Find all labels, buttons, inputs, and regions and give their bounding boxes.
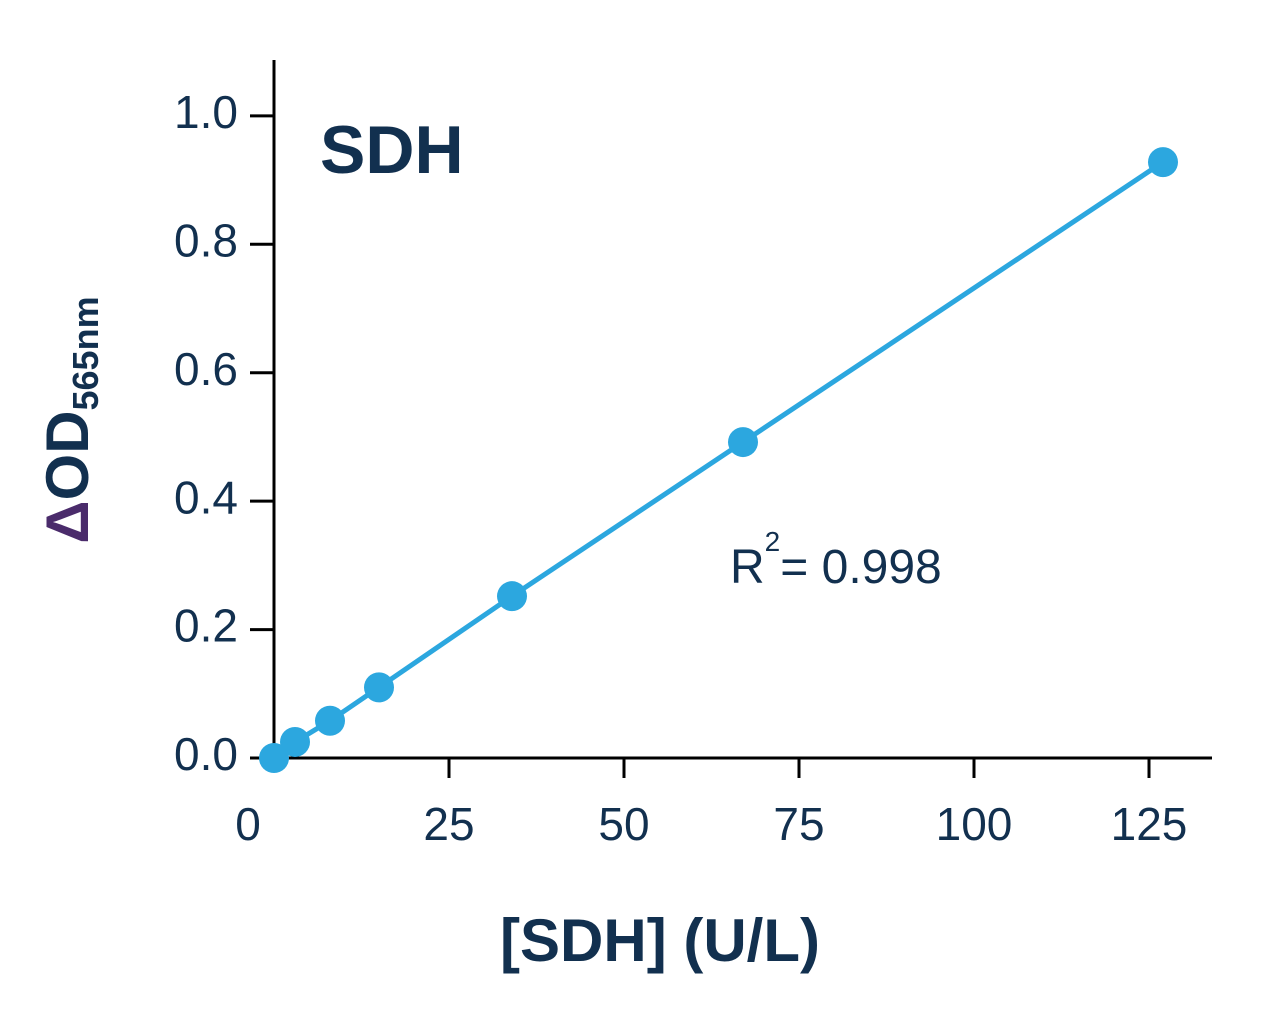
x-tick-label: 50 xyxy=(598,798,649,850)
chart-title: SDH xyxy=(320,112,464,188)
annotation: R2= 0.998 xyxy=(730,526,942,593)
annotation-value: = 0.998 xyxy=(780,541,941,594)
y-tick-label: 0.0 xyxy=(174,728,238,780)
x-axis-label: [SDH] (U/L) xyxy=(500,907,820,974)
x-tick-label: 0 xyxy=(235,798,261,850)
data-point xyxy=(315,705,345,736)
plot: 0.0 0.2 0.4 0.6 0.8 1.0 0 25 50 75 100 125 xyxy=(174,60,1212,850)
y-tick-label: 1.0 xyxy=(174,86,238,138)
series-line xyxy=(272,160,1165,760)
y-tick-label: 0.4 xyxy=(174,471,238,523)
y-tick-label: 0.6 xyxy=(174,343,238,395)
y-axis-label: ΔOD565nm xyxy=(34,296,106,543)
annotation-r: R xyxy=(730,541,765,594)
data-point xyxy=(259,743,289,773)
x-tick-label: 125 xyxy=(1111,798,1188,850)
x-tick-label: 75 xyxy=(773,798,824,850)
y-tick-label: 0.8 xyxy=(174,214,238,266)
x-tick-label: 100 xyxy=(936,798,1013,850)
data-point xyxy=(1148,147,1178,178)
data-point xyxy=(364,672,394,703)
y-label-delta: Δ xyxy=(34,500,101,543)
data-point xyxy=(280,726,310,757)
data-point xyxy=(728,427,758,458)
y-label-main: OD xyxy=(34,410,101,500)
annotation-superscript: 2 xyxy=(765,526,781,557)
data-point xyxy=(497,581,527,612)
y-tick-label: 0.2 xyxy=(174,600,238,652)
x-tick-label: 25 xyxy=(423,798,474,850)
y-label-subscript: 565nm xyxy=(65,296,106,410)
